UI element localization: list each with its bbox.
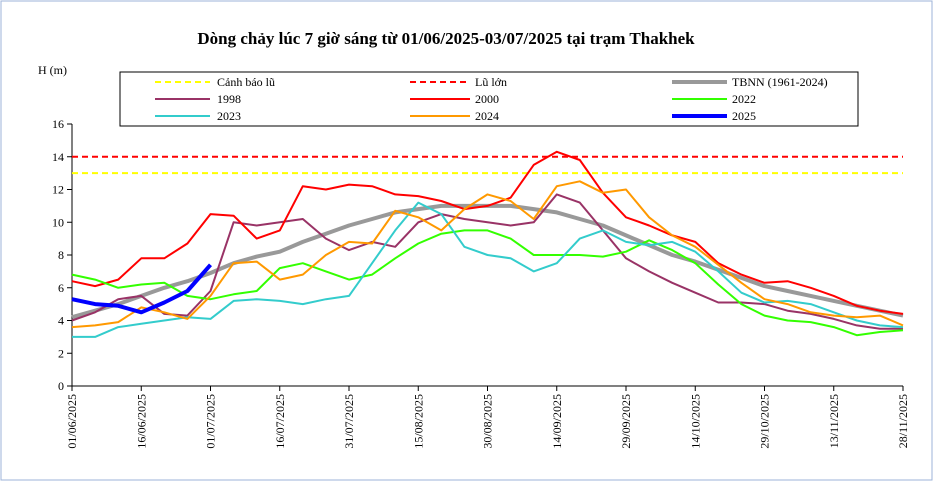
legend-label: Lũ lớn bbox=[475, 75, 507, 89]
y-tick-label: 2 bbox=[58, 346, 64, 360]
x-tick-label: 15/08/2025 bbox=[411, 394, 425, 449]
legend-label: 2023 bbox=[217, 109, 241, 123]
y-tick-label: 14 bbox=[52, 150, 64, 164]
legend-label: TBNN (1961-2024) bbox=[732, 75, 828, 89]
chart-title: Dòng chảy lúc 7 giờ sáng từ 01/06/2025-0… bbox=[197, 29, 695, 48]
y-tick-label: 0 bbox=[58, 379, 64, 393]
x-tick-label: 29/10/2025 bbox=[758, 394, 772, 449]
x-tick-label: 16/06/2025 bbox=[134, 394, 148, 449]
x-tick-label: 13/11/2025 bbox=[827, 394, 841, 448]
series-line bbox=[71, 180, 904, 329]
y-tick-label: 8 bbox=[58, 248, 64, 262]
series-line bbox=[72, 201, 904, 338]
x-tick-label: 16/07/2025 bbox=[273, 394, 287, 449]
y-axis-label: H (m) bbox=[38, 63, 67, 77]
series-line bbox=[71, 263, 213, 315]
legend-label: 2024 bbox=[475, 109, 499, 123]
x-tick-label: 14/09/2025 bbox=[550, 394, 564, 449]
series-line bbox=[71, 229, 904, 337]
x-tick-label: 30/08/2025 bbox=[481, 394, 495, 449]
x-tick-label: 28/11/2025 bbox=[896, 394, 910, 448]
y-tick-label: 4 bbox=[58, 314, 64, 328]
y-tick-label: 16 bbox=[52, 117, 64, 131]
x-tick-label: 01/06/2025 bbox=[65, 394, 79, 449]
series-line bbox=[71, 193, 903, 330]
legend-label: Cảnh báo lũ bbox=[217, 75, 275, 89]
legend-box bbox=[119, 71, 859, 127]
legend-label: 2000 bbox=[475, 92, 499, 106]
legend-label: 1998 bbox=[217, 92, 241, 106]
x-tick-label: 14/10/2025 bbox=[688, 394, 702, 449]
x-tick-label: 01/07/2025 bbox=[204, 394, 218, 449]
legend-label: 2025 bbox=[732, 109, 756, 123]
y-tick-label: 6 bbox=[58, 281, 64, 295]
y-tick-label: 10 bbox=[52, 215, 64, 229]
x-tick-label: 31/07/2025 bbox=[342, 394, 356, 449]
legend-label: 2022 bbox=[732, 92, 756, 106]
series-line bbox=[71, 150, 904, 315]
y-tick-label: 12 bbox=[52, 183, 64, 197]
x-tick-label: 29/09/2025 bbox=[619, 394, 633, 449]
